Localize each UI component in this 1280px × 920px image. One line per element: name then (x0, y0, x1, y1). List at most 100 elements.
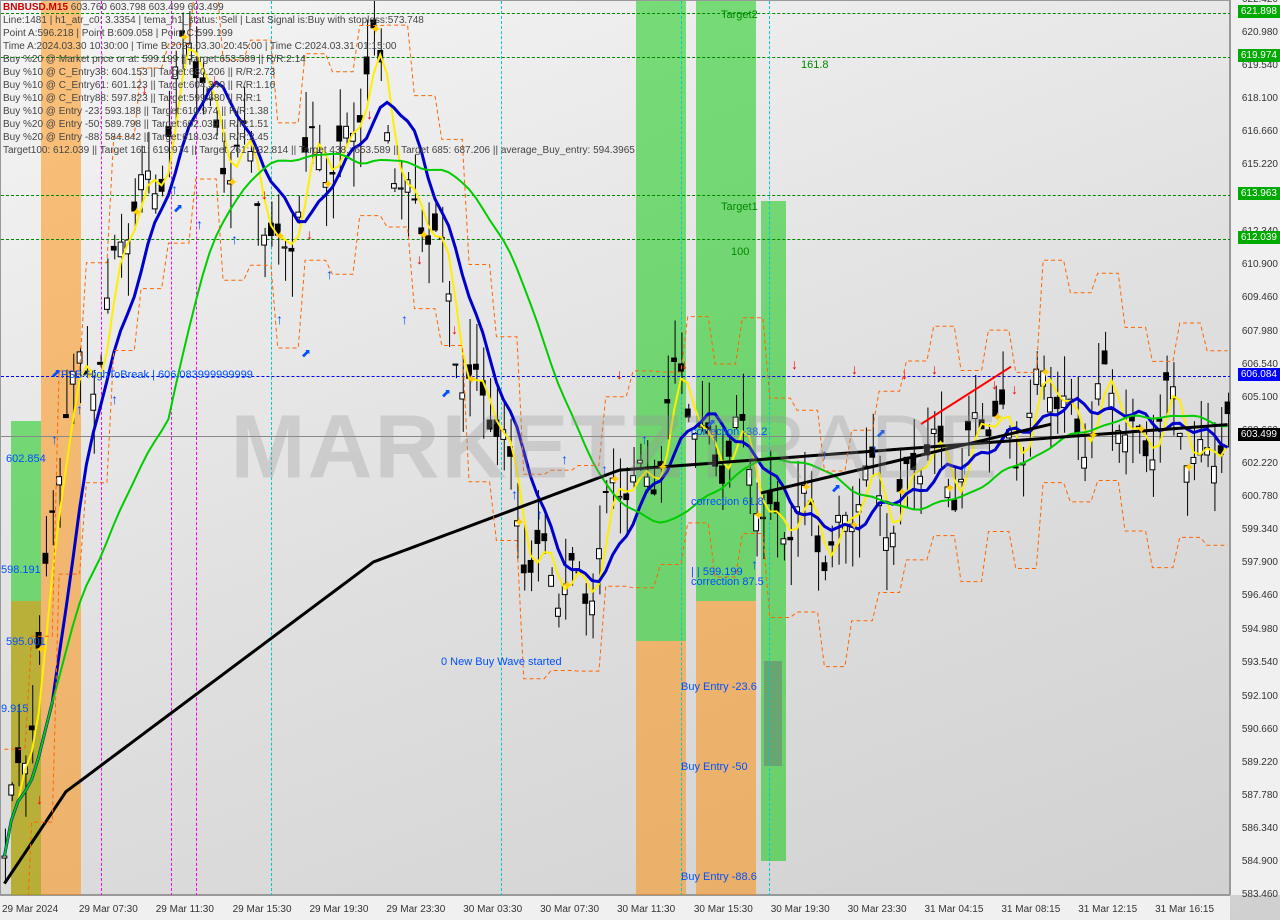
y-price-label: 621.898 (1238, 5, 1280, 18)
star-icon: ✦ (1183, 459, 1195, 476)
marker-icon: ⬈ (831, 481, 841, 495)
star-icon: ✦ (753, 507, 765, 524)
chart-text-label: Buy Entry -50 (681, 761, 748, 773)
y-tick-label: 602.220 (1242, 458, 1278, 469)
arrow-down-icon: ↓ (851, 361, 858, 377)
x-tick-label: 29 Mar 23:30 (386, 904, 445, 915)
star-icon: ✦ (418, 227, 430, 244)
arrow-up-icon: ↑ (171, 181, 178, 197)
header-line: Target100: 612.039 || Target 161: 619.97… (3, 144, 635, 157)
star-icon: ✦ (1040, 364, 1052, 381)
arrow-down-icon: ↓ (1011, 381, 1018, 397)
chart-text-label: 161.8 (801, 59, 829, 71)
y-tick-label: 593.540 (1242, 657, 1278, 668)
x-tick-label: 30 Mar 19:30 (771, 904, 830, 915)
header-info: BNBUSD.M15 603.760 603.798 603.499 603.4… (3, 1, 635, 157)
y-tick-label: 584.900 (1242, 856, 1278, 867)
y-tick-label: 618.100 (1242, 93, 1278, 104)
x-tick-label: 31 Mar 04:15 (925, 904, 984, 915)
y-tick-label: 594.980 (1242, 624, 1278, 635)
x-tick-label: 30 Mar 07:30 (540, 904, 599, 915)
y-tick-label: 592.100 (1242, 691, 1278, 702)
arrow-down-icon: ↓ (901, 366, 908, 382)
star-icon: ✦ (848, 517, 860, 534)
x-tick-label: 30 Mar 15:30 (694, 904, 753, 915)
y-tick-label: 587.780 (1242, 790, 1278, 801)
arrow-down-icon: ↓ (931, 361, 938, 377)
x-tick-label: 29 Mar 11:30 (156, 904, 214, 915)
arrow-up-icon: ↑ (536, 506, 543, 522)
star-icon: ✦ (131, 204, 143, 221)
arrow-down-icon: ↓ (616, 366, 623, 382)
marker-icon: ⬈ (51, 366, 61, 380)
y-tick-label: 609.460 (1242, 292, 1278, 303)
arrow-down-icon: ↓ (416, 251, 423, 267)
x-tick-label: 30 Mar 03:30 (463, 904, 522, 915)
arrow-down-icon: ↓ (261, 186, 268, 202)
hline (1, 239, 1231, 240)
header-line: Line:1481 | h1_atr_c0: 3.3354 | tema_h1_… (3, 14, 635, 27)
x-tick-label: 29 Mar 2024 (2, 904, 58, 915)
y-tick-label: 583.460 (1242, 889, 1278, 900)
arrow-up-icon: ↑ (561, 451, 568, 467)
x-tick-label: 29 Mar 19:30 (310, 904, 369, 915)
star-icon: ✦ (322, 176, 334, 193)
chart-container: MARKETZTRADE ↓↑↑↑↓↑↓↑↑↓↑↓↑↓↑↓↓↑↑↑↑↓↑↓↑↑↓… (0, 0, 1230, 895)
x-tick-label: 31 Mar 16:15 (1155, 904, 1214, 915)
y-price-label: 603.499 (1238, 428, 1280, 441)
chart-text-label: correction -38.2 (691, 426, 767, 438)
star-icon: ✦ (801, 479, 813, 496)
y-price-label: 619.974 (1238, 49, 1280, 62)
arrow-up-icon: ↑ (326, 266, 333, 282)
y-tick-label: 610.900 (1242, 259, 1278, 270)
arrow-down-icon: ↓ (36, 791, 43, 807)
star-icon: ✦ (227, 174, 239, 191)
chart-text-label: 9.915 (1, 703, 29, 715)
x-tick-label: 29 Mar 15:30 (233, 904, 292, 915)
arrow-up-icon: ↑ (751, 556, 758, 572)
arrow-up-icon: ↑ (401, 311, 408, 327)
arrow-up-icon: ↑ (76, 401, 83, 417)
x-axis: 29 Mar 2024 29 Mar 07:30 29 Mar 11:30 29 Ma… (0, 895, 1230, 920)
chart-text-label: FSB-HighToBreak | 606.083999999999 (61, 369, 253, 381)
header-line: Buy %20 @ Entry -50: 589.798 || Target:6… (3, 118, 635, 131)
y-price-label: 612.039 (1238, 231, 1280, 244)
arrow-up-icon: ↑ (111, 391, 118, 407)
ohlc-values: 603.760 603.798 603.499 603.499 (71, 2, 224, 13)
header-line: Buy %20 @ Entry -88: 584.842 || Target:6… (3, 131, 635, 144)
marker-icon: ⬈ (173, 201, 183, 215)
marker-icon: ⬈ (441, 386, 451, 400)
header-line: Buy %10 @ C_Entry88: 597.823 || Target:5… (3, 92, 635, 105)
y-tick-label: 589.220 (1242, 757, 1278, 768)
y-tick-label: 615.220 (1242, 159, 1278, 170)
arrow-up-icon: ↑ (511, 486, 518, 502)
chart-text-label: 602.854 (6, 453, 46, 465)
zone-orange (636, 641, 686, 896)
y-tick-label: 586.340 (1242, 823, 1278, 834)
arrow-down-icon: ↓ (791, 356, 798, 372)
chart-text-label: Target2 (721, 9, 758, 21)
chart-text-label: Target1 (721, 201, 758, 213)
x-tick-label: 31 Mar 12:15 (1078, 904, 1137, 915)
zone-orange (696, 601, 756, 896)
y-tick-label: 605.100 (1242, 392, 1278, 403)
arrow-down-icon: ↓ (306, 226, 313, 242)
star-icon: ✦ (274, 228, 286, 245)
zone-gray (764, 661, 782, 766)
header-line: Buy %20 @ Market price or at: 599.199 ||… (3, 53, 635, 66)
arrow-up-icon: ↑ (641, 431, 648, 447)
arrow-up-icon: ↑ (51, 431, 58, 447)
hline (1, 436, 1231, 437)
arrow-down-icon: ↓ (451, 321, 458, 337)
chart-text-label: Buy Entry -88.6 (681, 871, 757, 883)
header-line: Buy %10 @ C_Entry61: 601.123 || Target:6… (3, 79, 635, 92)
y-price-label: 613.963 (1238, 187, 1280, 200)
header-line: Buy %10 @ Entry -23: 593.188 || Target:6… (3, 105, 635, 118)
arrow-up-icon: ↑ (196, 216, 203, 232)
star-icon: ✦ (1088, 427, 1100, 444)
star-icon: ✦ (992, 409, 1004, 426)
x-tick-label: 29 Mar 07:30 (79, 904, 138, 915)
y-tick-label: 616.660 (1242, 126, 1278, 137)
arrow-up-icon: ↑ (871, 441, 878, 457)
chart-text-label: Buy Entry -23.6 (681, 681, 757, 693)
